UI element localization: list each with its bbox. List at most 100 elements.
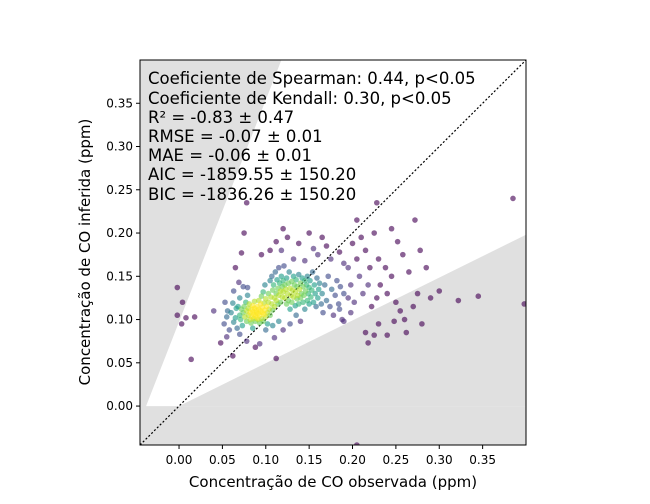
data-point bbox=[236, 331, 243, 338]
data-point bbox=[475, 293, 482, 299]
data-point bbox=[302, 288, 309, 294]
data-point bbox=[354, 217, 360, 223]
data-point bbox=[269, 322, 276, 329]
data-point bbox=[320, 309, 326, 316]
data-point bbox=[388, 273, 395, 280]
data-point bbox=[339, 316, 345, 323]
data-point bbox=[295, 301, 302, 307]
data-point bbox=[312, 290, 319, 297]
shaded-band-below-zero bbox=[140, 406, 526, 445]
data-point bbox=[210, 308, 217, 314]
data-point bbox=[275, 264, 282, 271]
data-point bbox=[295, 240, 302, 247]
x-tick-label: 0.20 bbox=[339, 453, 366, 467]
data-point bbox=[297, 318, 304, 325]
data-point bbox=[423, 264, 430, 271]
data-point bbox=[362, 329, 369, 336]
data-point bbox=[244, 292, 251, 299]
data-point bbox=[232, 315, 239, 321]
data-point bbox=[290, 256, 297, 262]
plot-area bbox=[140, 60, 526, 445]
data-point bbox=[397, 308, 404, 314]
data-point bbox=[221, 321, 227, 327]
data-point bbox=[241, 230, 247, 236]
mae-stat: MAE = -0.06 ± 0.01 bbox=[148, 146, 312, 165]
data-point bbox=[296, 286, 303, 293]
data-point bbox=[191, 314, 198, 320]
data-point bbox=[273, 238, 279, 245]
data-point bbox=[234, 325, 240, 332]
data-point bbox=[232, 264, 239, 271]
x-axis-label: Concentração de CO observada (ppm) bbox=[189, 473, 477, 491]
data-point bbox=[307, 277, 313, 284]
data-point bbox=[394, 238, 401, 245]
data-point bbox=[314, 275, 320, 281]
data-point bbox=[323, 243, 330, 249]
data-point bbox=[349, 240, 356, 247]
data-point bbox=[258, 293, 265, 299]
r2-stat: R² = -0.83 ± 0.47 bbox=[148, 108, 294, 127]
data-point bbox=[412, 217, 418, 223]
data-point bbox=[351, 299, 358, 306]
data-point bbox=[316, 280, 323, 287]
data-point bbox=[384, 332, 391, 338]
data-point bbox=[414, 290, 421, 297]
data-point bbox=[278, 247, 285, 254]
data-point bbox=[222, 299, 228, 306]
shaded-corner bbox=[140, 421, 160, 445]
data-point bbox=[406, 269, 412, 275]
data-point bbox=[436, 288, 443, 294]
data-point bbox=[304, 297, 311, 304]
data-point bbox=[306, 230, 312, 236]
data-point bbox=[354, 256, 360, 262]
data-point bbox=[267, 247, 273, 254]
kendall-stat: Coeficiente de Kendall: 0.30, p<0.05 bbox=[148, 89, 452, 108]
y-tick-label: 0.00 bbox=[106, 399, 133, 413]
data-point bbox=[310, 245, 317, 252]
data-point bbox=[332, 292, 338, 299]
y-tick-label: 0.30 bbox=[106, 140, 133, 154]
x-axis: 0.00 0.05 0.10 0.15 0.20 0.25 0.30 0.35 bbox=[166, 445, 496, 467]
data-point bbox=[345, 264, 351, 271]
data-point bbox=[178, 321, 185, 327]
identity-line bbox=[140, 60, 526, 445]
data-point bbox=[328, 256, 334, 262]
data-point bbox=[174, 312, 181, 319]
data-point bbox=[327, 303, 333, 310]
data-point bbox=[244, 284, 251, 291]
data-point bbox=[328, 286, 335, 293]
data-point bbox=[313, 303, 319, 310]
data-point bbox=[302, 277, 308, 284]
data-point bbox=[371, 230, 378, 236]
data-point bbox=[391, 318, 397, 325]
data-point bbox=[334, 277, 340, 284]
data-point bbox=[371, 332, 378, 338]
data-point bbox=[341, 290, 347, 297]
data-point bbox=[223, 334, 230, 340]
aic-stat: AIC = -1859.55 ± 150.20 bbox=[148, 165, 356, 184]
data-point bbox=[337, 283, 344, 290]
data-point bbox=[302, 257, 308, 264]
data-point bbox=[256, 340, 263, 347]
data-point bbox=[284, 234, 291, 241]
shaded-wedge-upper bbox=[140, 60, 282, 422]
y-tick-label: 0.20 bbox=[106, 226, 133, 240]
data-point bbox=[265, 299, 272, 306]
data-point bbox=[377, 282, 384, 288]
data-point bbox=[365, 340, 371, 346]
data-point bbox=[230, 300, 236, 306]
data-point bbox=[521, 301, 526, 307]
data-point bbox=[217, 340, 224, 346]
data-point bbox=[335, 301, 342, 307]
data-point bbox=[239, 322, 246, 329]
data-point bbox=[230, 319, 237, 325]
data-point bbox=[241, 303, 247, 310]
data-point bbox=[270, 282, 277, 288]
data-point bbox=[236, 295, 243, 301]
x-tick-label: 0.10 bbox=[252, 453, 279, 467]
data-point bbox=[287, 306, 293, 312]
data-point bbox=[419, 321, 425, 327]
data-point bbox=[243, 199, 250, 206]
y-tick-label: 0.10 bbox=[106, 313, 133, 327]
